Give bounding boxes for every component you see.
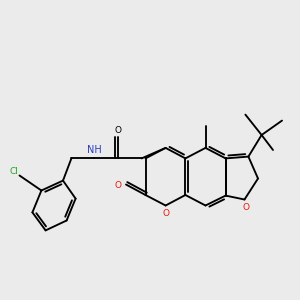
Text: O: O: [242, 202, 250, 211]
Text: Cl: Cl: [10, 167, 19, 176]
Text: O: O: [162, 208, 169, 217]
Text: O: O: [114, 182, 121, 190]
Text: O: O: [115, 126, 122, 135]
Text: NH: NH: [87, 145, 102, 155]
